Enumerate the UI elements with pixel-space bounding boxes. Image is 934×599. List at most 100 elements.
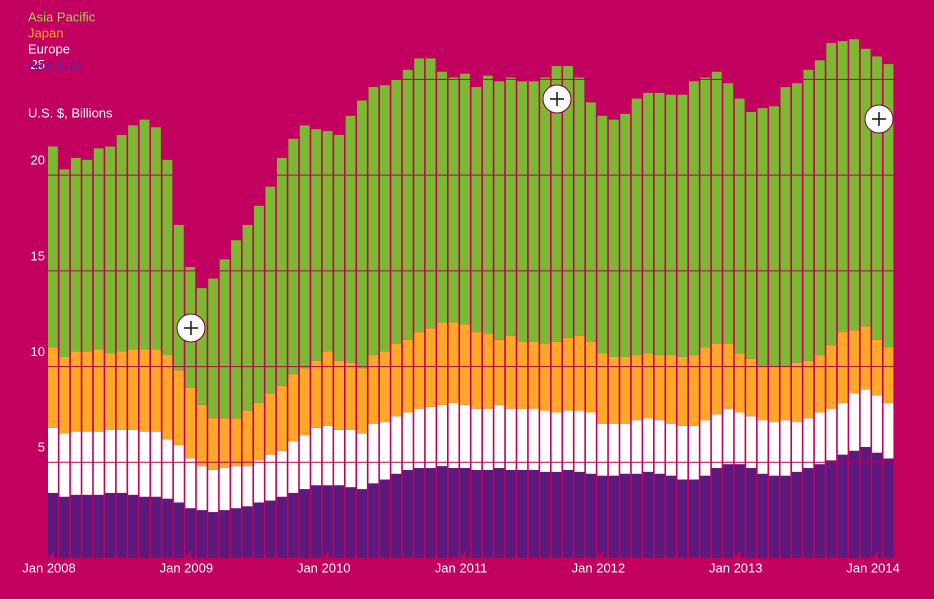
bar-segment <box>769 475 779 558</box>
bar-segment <box>460 324 470 405</box>
bar-segment <box>872 339 882 396</box>
bar-segment <box>723 408 734 465</box>
bar-segment <box>666 424 676 476</box>
bar-segment <box>791 422 802 472</box>
bar-segment <box>517 341 528 409</box>
bar-segment <box>242 506 253 558</box>
bar-segment <box>173 370 184 446</box>
bar-segment <box>631 420 642 474</box>
bar-segment <box>265 393 276 455</box>
bar-segment <box>208 278 219 419</box>
bar-segment <box>93 349 104 432</box>
expand-button[interactable] <box>542 84 572 114</box>
bar-segment <box>105 492 116 558</box>
bar-segment <box>471 469 482 558</box>
bar-segment <box>70 431 81 495</box>
bar-segment <box>482 469 493 558</box>
bar-segment <box>208 469 219 513</box>
bar-segment <box>872 452 882 558</box>
bar-segment <box>574 335 585 411</box>
bar-segment <box>414 58 425 333</box>
bar-segment <box>139 119 150 350</box>
bar-segment <box>334 360 344 430</box>
bar-segment <box>391 473 402 558</box>
bar-segment <box>334 485 344 558</box>
bar-segment <box>528 469 539 558</box>
bar-segment <box>173 445 184 503</box>
bar-segment <box>574 410 585 472</box>
bar-segment <box>734 412 745 465</box>
bar-segment <box>414 332 425 409</box>
bar-segment <box>276 385 287 451</box>
bar-segment <box>494 81 505 340</box>
x-tick-mark <box>322 550 329 558</box>
bar-segment <box>173 502 184 558</box>
legend-entry: Asia Pacific <box>28 9 96 24</box>
bar-segment <box>82 431 93 495</box>
x-tick-label: Jan 2012 <box>572 560 626 575</box>
bar-segment <box>345 115 356 363</box>
bar-segment <box>688 355 699 426</box>
bar-segment <box>757 473 768 558</box>
bar-segment <box>769 422 779 476</box>
bar-segment <box>849 39 860 331</box>
bar-segment <box>59 357 70 434</box>
bar-segment <box>368 483 379 558</box>
bar-segment <box>276 157 287 386</box>
bar-segment <box>196 510 207 558</box>
bar-segment <box>139 496 150 558</box>
bar-segment <box>414 468 425 558</box>
bar-segment <box>688 425 699 480</box>
bar-segment <box>368 87 379 356</box>
bar-segment <box>425 58 436 329</box>
bar-segment <box>254 205 264 403</box>
bar-segment <box>826 408 837 461</box>
bar-segment <box>711 468 722 558</box>
bar-segment <box>563 410 573 470</box>
bar-segment <box>654 473 665 558</box>
bar-segment <box>116 134 127 352</box>
bar-segment <box>345 362 356 430</box>
bar-segment <box>151 496 161 558</box>
bar-segment <box>505 469 516 558</box>
bar-segment <box>425 468 436 558</box>
bar-segment <box>231 508 241 558</box>
bar-segment <box>746 416 757 469</box>
bar-segment <box>48 347 58 428</box>
bar-segment <box>849 450 860 558</box>
bar-segment <box>746 358 757 417</box>
bar-segment <box>425 328 436 407</box>
bar-segment <box>448 322 459 403</box>
bar-segment <box>402 469 413 558</box>
bar-segment <box>437 466 448 558</box>
x-tick-mark <box>460 550 467 558</box>
bar-segment <box>185 387 196 459</box>
bar-segment <box>425 406 436 469</box>
bar-segment <box>242 224 253 411</box>
bar-segment <box>231 418 241 467</box>
bar-segment <box>780 475 791 558</box>
bar-segment <box>196 466 207 511</box>
bar-segment <box>299 489 310 558</box>
bar-segment <box>105 146 116 354</box>
bar-segment <box>70 157 81 352</box>
bar-segment <box>379 351 390 423</box>
bar-segment <box>162 439 173 499</box>
bar-segment <box>677 479 688 558</box>
bar-segment <box>677 357 688 426</box>
bar-segment <box>826 460 837 558</box>
bar-segment <box>368 355 379 424</box>
bar-segment <box>48 146 58 348</box>
bar-segment <box>219 468 230 511</box>
bar-segment <box>666 94 676 356</box>
bar-segment <box>105 353 116 430</box>
bar-segment <box>151 127 161 350</box>
bar-segment <box>700 77 711 348</box>
bar-segment <box>872 395 882 453</box>
bar-segment <box>471 332 482 409</box>
expand-button[interactable] <box>176 313 206 343</box>
bar-segment <box>379 422 390 480</box>
bar-segment <box>757 366 768 421</box>
expand-button[interactable] <box>864 104 894 134</box>
